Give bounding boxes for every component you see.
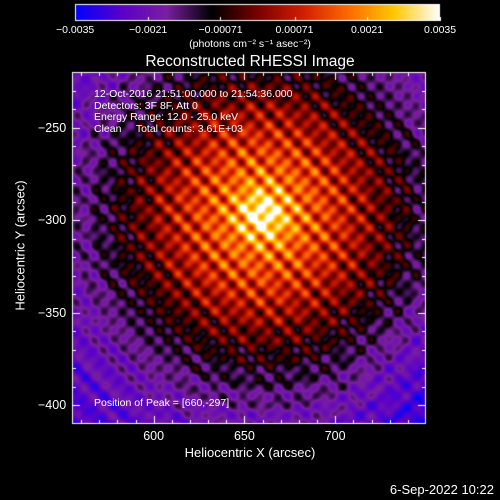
- x-tick-label: 600: [143, 429, 165, 443]
- colorbar-tick-label: 0.00071: [275, 24, 314, 36]
- y-axis-label: Heliocentric Y (arcsec): [12, 180, 28, 311]
- x-tick-label: 650: [233, 429, 255, 443]
- timestamp: 6-Sep-2022 10:22: [389, 482, 494, 497]
- time-range-annotation: 12-Oct-2016 21:51:00.000 to 21:54:36.000: [94, 88, 293, 100]
- peak-position-annotation: Position of Peak = [660,-297]: [94, 397, 230, 409]
- y-tick-label: −250: [38, 120, 67, 135]
- chart-title: Reconstructed RHESSI Image: [145, 53, 355, 70]
- counts-annotation: Clean Total counts: 3.61E+03: [94, 122, 243, 135]
- energy-range-annotation: Energy Range: 12.0 - 25.0 keV: [94, 111, 239, 123]
- detectors-annotation: Detectors: 3F 8F, Att 0: [94, 99, 198, 112]
- x-tick-label: 700: [324, 429, 346, 443]
- colorbar-tick-label: 0.0035: [424, 24, 457, 36]
- info-block: 12-Oct-2016 21:51:00.000 to 21:54:36.000…: [94, 88, 293, 135]
- colorbar-tick-label: −0.0035: [56, 24, 95, 36]
- y-tick-label: −300: [38, 213, 67, 228]
- colorbar-units-label: (photons cm⁻² s⁻¹ asec⁻²): [189, 38, 311, 50]
- colorbar-tick-label: −0.00071: [198, 24, 243, 36]
- y-tick-label: −350: [38, 305, 67, 320]
- y-tick-label: −400: [38, 398, 67, 413]
- colorbar-tick-label: −0.0021: [129, 24, 168, 36]
- colorbar-tick-label: 0.0021: [351, 24, 384, 36]
- x-axis-label: Heliocentric X (arcsec): [184, 445, 316, 460]
